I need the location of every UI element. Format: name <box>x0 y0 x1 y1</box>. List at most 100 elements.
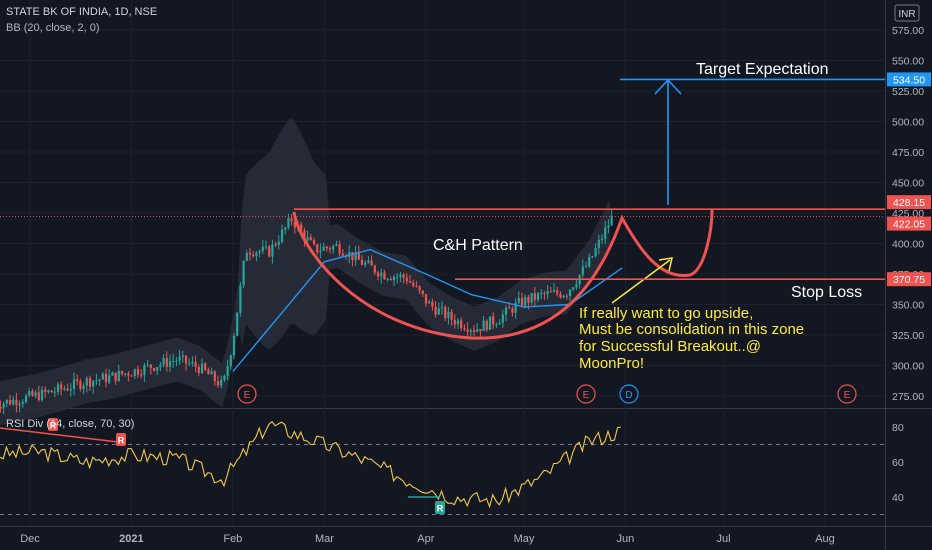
candle-body <box>0 406 2 409</box>
candle-body <box>520 297 524 306</box>
candle-body <box>383 272 386 280</box>
price-markers: 534.50 428.15 422.05 370.75 <box>887 72 931 287</box>
candle-body <box>191 362 194 364</box>
candle-body <box>565 295 568 297</box>
candle-body <box>40 389 44 401</box>
price-tick-label: 350.00 <box>892 300 924 312</box>
level-lines[interactable] <box>0 78 885 280</box>
candle-body <box>149 364 152 369</box>
price-panel[interactable] <box>0 0 885 408</box>
candle-body <box>162 358 165 365</box>
candle-body <box>12 399 15 405</box>
time-axis[interactable]: Dec 2021 Feb Mar Apr May Jun Jul Aug <box>20 533 835 545</box>
candle-body <box>168 361 172 367</box>
drawings[interactable] <box>292 78 714 340</box>
candle-body <box>488 316 492 330</box>
candle-body <box>8 399 12 405</box>
price-marker-label: 428.15 <box>893 197 925 209</box>
candle-body <box>556 290 559 294</box>
divergence-marker <box>116 433 126 446</box>
candle-body <box>220 379 223 386</box>
candle-body <box>466 329 469 332</box>
candle-body <box>591 256 594 258</box>
candle-body <box>34 392 37 396</box>
candle-body <box>472 330 476 332</box>
candle-body <box>332 245 335 250</box>
candle-body <box>421 290 424 294</box>
cup-curve[interactable] <box>292 209 714 340</box>
note-line-1: If really want to go upside, <box>579 305 753 322</box>
candle-body <box>392 276 396 280</box>
currency-box[interactable] <box>894 4 920 22</box>
candle-body <box>204 363 207 370</box>
candle-body <box>95 380 98 382</box>
event-marker <box>576 384 596 404</box>
bollinger-basis <box>232 248 623 373</box>
price-tick-label: 400.00 <box>892 239 924 251</box>
time-tick-label: Mar <box>315 533 334 545</box>
candle-body <box>476 329 479 332</box>
candle-body <box>412 282 415 286</box>
candle-body <box>533 293 536 300</box>
candle-body <box>271 244 274 257</box>
candle-body <box>450 311 453 320</box>
rsi-tick-label: 60 <box>892 457 904 469</box>
candle-body <box>5 399 8 404</box>
candle-body <box>543 293 546 295</box>
candle-body <box>232 335 236 356</box>
candle-body <box>200 363 204 373</box>
candle-body <box>376 272 380 277</box>
candle-body <box>76 379 79 382</box>
time-tick-label: May <box>514 533 535 545</box>
divergence-marker-label: R <box>118 436 125 446</box>
candle-body <box>37 392 40 401</box>
candle-body <box>504 307 508 315</box>
candle-body <box>501 314 504 323</box>
time-tick-label: 2021 <box>119 533 143 545</box>
candle-body <box>399 274 402 277</box>
event-marker-label: D <box>625 390 632 401</box>
candle-body <box>581 266 584 275</box>
price-marker-label: 422.05 <box>893 219 925 231</box>
candle-body <box>261 246 264 252</box>
candle-body <box>277 241 280 246</box>
candle-body <box>354 252 357 261</box>
candle-body <box>351 251 354 261</box>
candle-body <box>360 259 364 265</box>
candle-body <box>130 375 133 377</box>
candle-body <box>245 253 248 261</box>
candle-body <box>31 391 34 396</box>
candle-body <box>47 390 50 393</box>
price-marker <box>887 195 931 210</box>
candle-body <box>98 379 101 381</box>
rsi-tick-label: 40 <box>892 492 904 504</box>
candle-body <box>460 320 463 329</box>
candle-body <box>181 355 184 357</box>
price-tick-label: 275.00 <box>892 391 924 403</box>
candle-body <box>280 229 284 242</box>
event-marker <box>237 384 257 404</box>
candle-body <box>370 260 373 266</box>
candle-body <box>44 389 47 393</box>
candle-body <box>584 266 588 268</box>
candle-body <box>82 385 85 389</box>
note-pointer-line[interactable] <box>611 259 671 304</box>
candle-body <box>456 320 460 325</box>
divergence-marker <box>48 418 58 431</box>
candle-body <box>408 281 412 283</box>
candle-body <box>216 381 220 386</box>
rsi-label: RSI Div (14, close, 70, 30) <box>6 418 134 430</box>
candle-body <box>140 374 143 376</box>
candle-body <box>328 248 332 250</box>
candle-body <box>540 293 543 295</box>
candle-body <box>143 365 146 375</box>
price-tick-label: 450.00 <box>892 178 924 190</box>
candle-body <box>69 388 72 391</box>
candle-body <box>447 311 450 319</box>
candle-body <box>21 402 24 404</box>
price-marker <box>887 216 931 231</box>
time-tick-label: Aug <box>815 533 835 545</box>
candle-body <box>588 257 591 267</box>
